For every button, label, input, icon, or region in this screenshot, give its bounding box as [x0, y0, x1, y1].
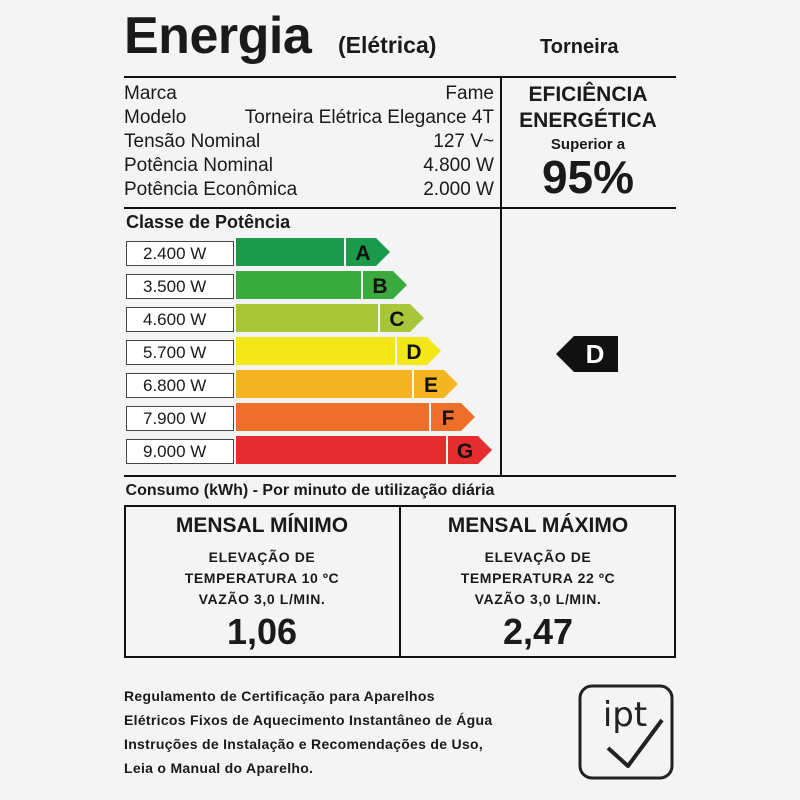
label-title: Energia [124, 7, 312, 65]
class-bar-b: B [236, 271, 407, 299]
class-bar-fill [236, 403, 429, 431]
efficiency-value: 95% [541, 151, 635, 203]
regulation-line-1: Regulamento de Certificação para Aparelh… [124, 688, 435, 704]
efficiency-heading-1: EFICIÊNCIA [528, 83, 648, 106]
spec-label: Potência Nominal [124, 155, 273, 176]
product-type: Torneira [540, 36, 619, 58]
spec-value: 4.800 W [423, 155, 494, 176]
class-bar-c: C [236, 304, 424, 332]
class-letter-tag [346, 238, 390, 266]
class-letter: G [457, 440, 473, 463]
spec-row-eco-power: Potência Econômica 2.000 W [124, 179, 494, 203]
spec-label: Marca [124, 83, 177, 104]
class-bar-d: D [236, 337, 441, 365]
consumo-title: Consumo (kWh) - Por minuto de utilização… [125, 482, 495, 499]
min-heading: MENSAL MÍNIMO [175, 514, 349, 537]
consumo-box-bottom [124, 656, 676, 658]
watt-box-c: 4.600 W [126, 307, 234, 332]
watt-box-g: 9.000 W [126, 439, 234, 464]
class-letter: A [355, 242, 370, 265]
spec-row-power: Potência Nominal 4.800 W [124, 155, 494, 179]
divider-top [124, 76, 676, 78]
watt-box-d: 5.700 W [126, 340, 234, 365]
regulation-line-4: Leia o Manual do Aparelho. [124, 760, 314, 776]
max-value: 2,47 [502, 611, 574, 652]
consumo-box-left [124, 505, 126, 658]
spec-label: Potência Econômica [124, 179, 298, 200]
class-bar-a: A [236, 238, 390, 266]
class-bar-f: F [236, 403, 475, 431]
divider-spec-bottom [124, 207, 676, 209]
class-bar-fill [236, 271, 361, 299]
max-heading: MENSAL MÁXIMO [447, 514, 629, 537]
spec-label: Tensão Nominal [124, 131, 261, 152]
consumo-box-right [674, 505, 676, 658]
class-bar-fill [236, 337, 395, 365]
class-letter-tag [448, 436, 492, 464]
watt-box-e: 6.800 W [126, 373, 234, 398]
spec-label: Modelo [124, 107, 187, 128]
label-subtitle: (Elétrica) [338, 32, 437, 58]
divider-vertical-right [500, 76, 502, 476]
class-letter-tag [380, 304, 424, 332]
efficiency-sub: Superior a [550, 136, 626, 153]
class-letter: E [424, 374, 438, 397]
regulation-line-3: Instruções de Instalação e Recomendações… [124, 736, 484, 752]
ipt-logo: ipt [578, 684, 674, 780]
min-line-3: VAZÃO 3,0 L/MIN. [198, 591, 326, 607]
class-letter-tag [397, 337, 441, 365]
efficiency-heading-2: ENERGÉTICA [519, 109, 657, 132]
spec-row-model: Modelo Torneira Elétrica Elegance 4T [124, 107, 494, 131]
regulation-line-2: Elétricos Fixos de Aquecimento Instantân… [124, 712, 493, 728]
class-letter: D [406, 341, 421, 364]
class-letter-tag [414, 370, 458, 398]
min-value: 1,06 [226, 611, 298, 652]
class-bar-fill [236, 304, 378, 332]
spec-row-brand: Marca Fame [124, 83, 494, 107]
rating-letter: D [586, 339, 605, 369]
class-letter: B [372, 275, 387, 298]
class-bar-e: E [236, 370, 458, 398]
rating-pointer: D [556, 336, 618, 372]
class-bar-fill [236, 436, 446, 464]
watt-box-a: 2.400 W [126, 241, 234, 266]
spec-value: Torneira Elétrica Elegance 4T [244, 107, 494, 128]
class-letter-tag [363, 271, 407, 299]
spec-value: Fame [445, 83, 494, 104]
max-line-3: VAZÃO 3,0 L/MIN. [474, 591, 602, 607]
class-bar-g: G [236, 436, 492, 464]
min-line-1: ELEVAÇÃO DE [208, 549, 316, 565]
max-line-2: TEMPERATURA 22 ºC [460, 570, 616, 586]
watt-box-b: 3.500 W [126, 274, 234, 299]
class-letter: F [442, 407, 455, 430]
class-letter-tag [431, 403, 475, 431]
spec-value: 127 V~ [433, 131, 494, 152]
spec-value: 2.000 W [423, 179, 494, 200]
min-line-2: TEMPERATURA 10 ºC [184, 570, 340, 586]
classes-title: Classe de Potência [126, 212, 291, 232]
spec-row-voltage: Tensão Nominal 127 V~ [124, 131, 494, 155]
consumo-box-mid [399, 505, 401, 658]
ipt-logo-text: ipt [603, 695, 647, 735]
divider-classes-bottom [124, 475, 676, 477]
max-line-1: ELEVAÇÃO DE [484, 549, 592, 565]
class-bar-fill [236, 238, 344, 266]
class-bar-fill [236, 370, 412, 398]
class-letter: C [389, 308, 404, 331]
watt-box-f: 7.900 W [126, 406, 234, 431]
